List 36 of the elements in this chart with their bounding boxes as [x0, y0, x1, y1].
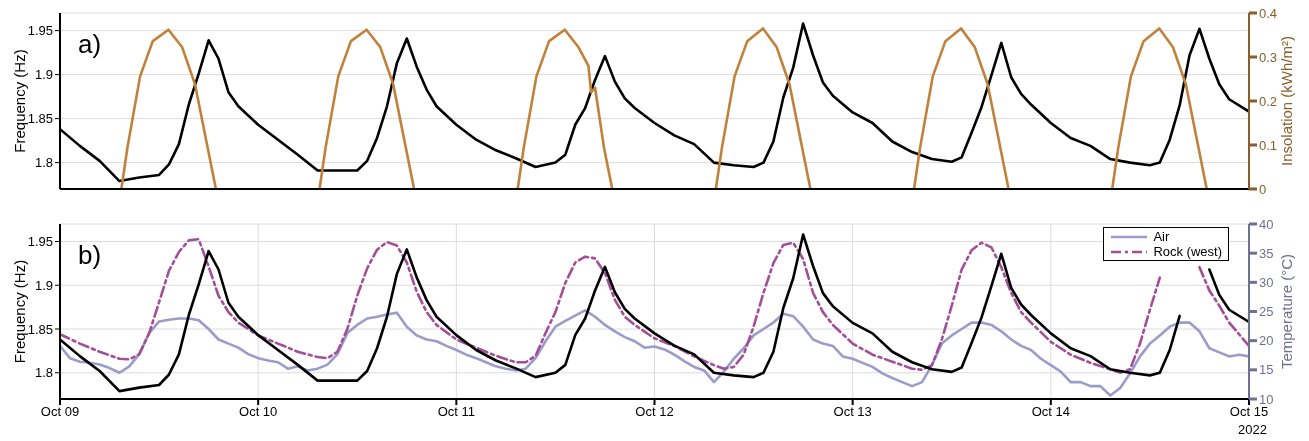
- y2-tick-label: 40: [1259, 216, 1274, 232]
- y2-tick-label: 0.1: [1259, 137, 1278, 153]
- x-tick-label: Oct 13: [833, 404, 872, 420]
- text: 2022: [1238, 422, 1267, 437]
- legend-label: Air: [1153, 229, 1170, 244]
- y-tick-label: 1.8: [34, 155, 53, 171]
- x-tick-label: Oct 11: [437, 404, 476, 420]
- y2-tick-label: 35: [1259, 245, 1274, 261]
- y-tick-label: 1.85: [27, 111, 53, 127]
- y2-tick-label: 15: [1259, 362, 1274, 378]
- y2-axis-title: Temperature (°C): [1278, 253, 1296, 370]
- y2-tick-label: 30: [1259, 274, 1274, 290]
- y2-tick-label: 10: [1259, 391, 1274, 407]
- y2-tick-label: 25: [1259, 304, 1274, 320]
- y2-axis-title: Insolation (kWh/m²): [1278, 35, 1296, 167]
- y-tick-label: 1.95: [27, 23, 53, 39]
- x-tick-label: Oct 15: [1229, 404, 1269, 420]
- annotation: b): [78, 240, 102, 271]
- y-tick-label: 1.9: [34, 277, 53, 293]
- y2-tick-label: 0: [1259, 181, 1267, 197]
- y-axis-title: Frequency (Hz): [11, 49, 29, 153]
- y2-tick-label: 0.2: [1259, 93, 1278, 109]
- y-axis-title: Frequency (Hz): [11, 259, 29, 364]
- annotation: a): [78, 29, 102, 60]
- y-tick-label: 1.85: [27, 321, 53, 337]
- legend-label: Rock (west): [1153, 244, 1222, 259]
- y2-tick-label: 0.4: [1259, 5, 1278, 21]
- x-tick-label: Oct 14: [1031, 404, 1070, 420]
- x-tick-label: Oct 09: [40, 404, 80, 420]
- y-tick-label: 1.8: [34, 365, 53, 381]
- y-tick-label: 1.9: [34, 67, 53, 83]
- x-tick-label: Oct 10: [239, 404, 278, 420]
- y2-tick-label: 20: [1259, 333, 1274, 349]
- x-tick-label: Oct 12: [635, 404, 674, 420]
- y2-tick-label: 0.3: [1259, 49, 1278, 65]
- y-tick-label: 1.95: [27, 234, 53, 250]
